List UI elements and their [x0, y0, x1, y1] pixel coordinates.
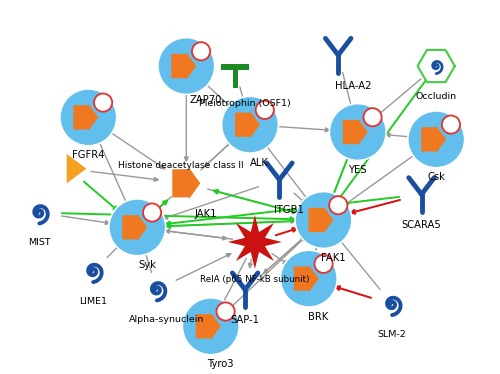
Polygon shape — [66, 154, 86, 183]
Ellipse shape — [295, 191, 352, 248]
Text: SCARA5: SCARA5 — [402, 220, 442, 230]
Text: HLA-A2: HLA-A2 — [334, 81, 371, 91]
Ellipse shape — [330, 104, 386, 160]
Ellipse shape — [329, 196, 347, 214]
Text: Occludin: Occludin — [416, 92, 457, 101]
Ellipse shape — [182, 298, 239, 355]
Ellipse shape — [158, 38, 214, 95]
Text: ITGB1: ITGB1 — [274, 205, 304, 215]
Ellipse shape — [216, 303, 234, 321]
Ellipse shape — [408, 111, 465, 168]
Polygon shape — [228, 215, 282, 269]
Polygon shape — [196, 313, 221, 340]
Polygon shape — [308, 206, 334, 233]
Ellipse shape — [109, 199, 166, 256]
Text: FAK1: FAK1 — [321, 253, 345, 263]
Ellipse shape — [143, 203, 161, 222]
Text: RelA (p65 NF-kB subunit): RelA (p65 NF-kB subunit) — [200, 275, 310, 284]
Bar — [233, 70, 237, 88]
Polygon shape — [74, 104, 98, 131]
Text: ALK: ALK — [250, 158, 269, 168]
Polygon shape — [172, 168, 201, 199]
Ellipse shape — [256, 101, 274, 119]
Ellipse shape — [442, 116, 460, 134]
Ellipse shape — [280, 250, 337, 307]
Ellipse shape — [192, 42, 210, 60]
Ellipse shape — [364, 108, 382, 126]
Text: Histone deacetylase class II: Histone deacetylase class II — [118, 160, 244, 169]
Polygon shape — [122, 214, 148, 241]
Text: FGFR4: FGFR4 — [72, 150, 104, 160]
Ellipse shape — [60, 89, 116, 146]
Ellipse shape — [314, 255, 332, 273]
Text: Csk: Csk — [428, 172, 445, 183]
Text: MIST: MIST — [28, 238, 50, 247]
Polygon shape — [421, 126, 446, 153]
Polygon shape — [343, 119, 368, 145]
Polygon shape — [172, 53, 196, 80]
Polygon shape — [235, 111, 260, 138]
Text: Syk: Syk — [138, 260, 156, 270]
Text: BRK: BRK — [308, 312, 328, 322]
Bar — [222, 64, 250, 70]
Ellipse shape — [222, 96, 278, 153]
Text: Pleiotrophin (OSF1): Pleiotrophin (OSF1) — [199, 99, 291, 108]
Text: Alpha-synuclein: Alpha-synuclein — [129, 315, 204, 324]
Ellipse shape — [94, 94, 112, 112]
Text: SLM-2: SLM-2 — [378, 330, 406, 339]
Text: Tyro3: Tyro3 — [208, 359, 234, 369]
Text: ZAP70: ZAP70 — [190, 95, 222, 105]
Text: SAP-1: SAP-1 — [230, 315, 260, 325]
Text: LIME1: LIME1 — [79, 297, 107, 306]
Text: YES: YES — [348, 165, 367, 175]
Polygon shape — [294, 265, 319, 292]
Text: JAK1: JAK1 — [194, 209, 217, 219]
